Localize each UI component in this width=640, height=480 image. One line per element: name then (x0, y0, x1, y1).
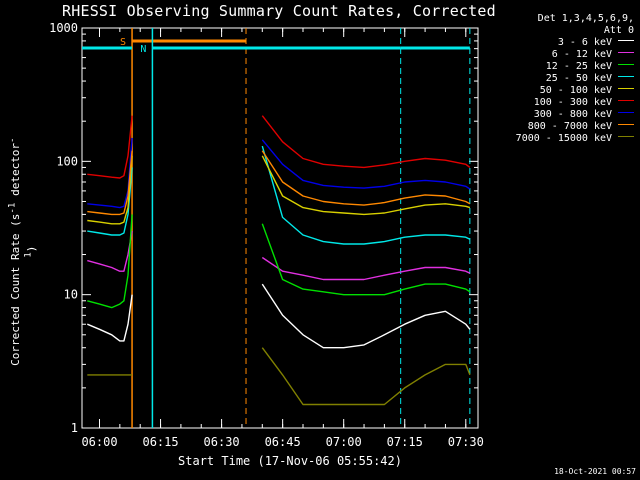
legend-entry-label: 7000 - 15000 keV (515, 133, 612, 144)
x-tick-label: 06:45 (265, 435, 301, 449)
legend-swatch (618, 112, 634, 113)
y-tick-label: 10 (64, 288, 78, 302)
legend-entry: 300 - 800 keV (516, 109, 634, 121)
annotation-label: N (140, 44, 146, 55)
legend-swatch (618, 52, 634, 53)
legend-entry: 800 - 7000 keV (516, 121, 634, 133)
legend-entry-label: 800 - 7000 keV (527, 121, 612, 132)
legend-entry: 50 - 100 keV (516, 85, 634, 97)
series-line (87, 145, 471, 245)
legend-entry-label: 3 - 6 keV (557, 37, 612, 48)
x-tick-label: 06:15 (142, 435, 178, 449)
legend-swatch (618, 76, 634, 77)
legend-entry: 100 - 300 keV (516, 97, 634, 109)
legend-entry: 12 - 25 keV (516, 61, 634, 73)
series-line (87, 283, 471, 349)
series-line (87, 155, 471, 225)
legend-entry: 7000 - 15000 keV (516, 133, 634, 145)
legend-entry: 3 - 6 keV (516, 37, 634, 49)
y-tick-label: 100 (56, 154, 78, 168)
legend: Det 1,3,4,5,6,9, Att 0 3 - 6 keV 6 - 12 k… (516, 13, 634, 145)
legend-entry: 6 - 12 keV (516, 49, 634, 61)
x-tick-label: 07:15 (387, 435, 423, 449)
x-tick-label: 06:00 (81, 435, 117, 449)
y-tick-label: 1000 (49, 21, 78, 35)
legend-swatch (618, 88, 634, 89)
x-axis-label: Start Time (17-Nov-06 05:55:42) (178, 454, 402, 468)
legend-entry: 25 - 50 keV (516, 73, 634, 85)
legend-attenuator: Att 0 (603, 25, 634, 36)
series-line (87, 214, 471, 309)
legend-entry-label: 6 - 12 keV (551, 49, 612, 60)
x-tick-label: 07:30 (448, 435, 484, 449)
x-tick-label: 07:00 (326, 435, 362, 449)
annotation-label: S (120, 37, 126, 48)
series-line (87, 347, 471, 406)
legend-swatch (618, 64, 634, 65)
legend-entry-label: 50 - 100 keV (539, 85, 612, 96)
legend-swatch (618, 124, 634, 125)
legend-entry-label: 25 - 50 keV (545, 73, 612, 84)
x-tick-label: 06:30 (204, 435, 240, 449)
legend-entry-label: 100 - 300 keV (533, 97, 612, 108)
y-tick-label: 1 (71, 421, 78, 435)
series-line (87, 150, 471, 216)
legend-detectors: Det 1,3,4,5,6,9, (537, 13, 634, 24)
legend-swatch (618, 136, 634, 137)
series-line (87, 230, 471, 281)
plot-frame (81, 27, 479, 429)
legend-swatch (618, 100, 634, 101)
series-line (87, 115, 471, 179)
chart-title: RHESSI Observing Summary Count Rates, Co… (62, 2, 496, 20)
legend-entry-label: 300 - 800 keV (533, 109, 612, 120)
legend-swatch (618, 40, 634, 41)
legend-entry-label: 12 - 25 keV (545, 61, 612, 72)
timestamp: 18-Oct-2021 00:57 (554, 467, 636, 476)
